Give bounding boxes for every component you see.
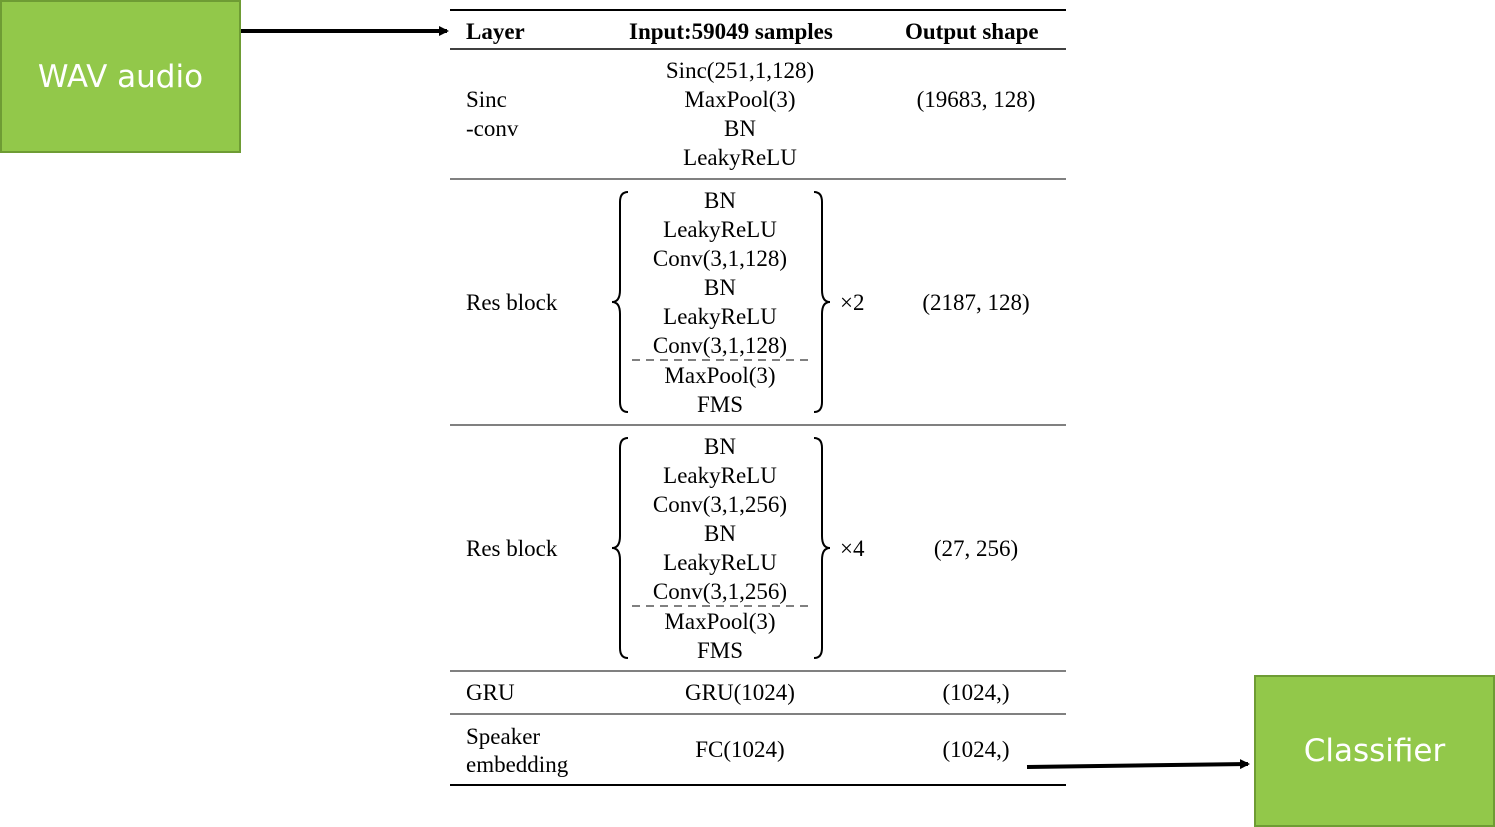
op-line: LeakyReLU [663,463,777,488]
repeat-count: ×2 [840,290,865,315]
layer-name-line: embedding [466,752,569,777]
wav-audio-label: WAV audio [37,58,204,95]
layer-name: Res block [466,536,558,561]
op-line: BN [704,188,736,213]
op-line: LeakyReLU [683,145,797,170]
op-line: BN [704,434,736,459]
op-line: MaxPool(3) [684,87,796,112]
layer-name: Res block [466,290,558,315]
layer-name: GRU [466,680,515,705]
output-shape: (2187, 128) [922,290,1030,315]
op-line: BN [724,116,756,141]
op-line: FC(1024) [695,737,785,762]
output-shape: (1024,) [942,737,1010,762]
op-line: FMS [696,392,744,417]
repeat-count: ×4 [840,536,865,561]
classifier-box: Classifier [1254,675,1495,827]
layer-name-line: Sinc [466,87,507,112]
res-block-ops: BN LeakyReLU Conv(3,1,256) BN LeakyReLU … [630,432,810,665]
op-line: LeakyReLU [663,217,777,242]
output-shape: (19683, 128) [916,87,1036,112]
op-line: Conv(3,1,256) [652,492,788,517]
output-shape: (1024,) [942,680,1010,705]
op-line: MaxPool(3) [664,609,776,634]
output-shape: (27, 256) [933,536,1019,561]
right-brace [813,437,831,659]
res-block-ops: BN LeakyReLU Conv(3,1,128) BN LeakyReLU … [630,186,810,419]
op-line: Conv(3,1,128) [652,246,788,271]
wav-audio-box: WAV audio [0,0,241,153]
op-line: Sinc(251,1,128) [665,58,815,83]
op-line: GRU(1024) [685,680,795,705]
header-output: Output shape [905,19,1039,44]
left-brace [611,437,629,659]
op-line: Conv(3,1,128) [652,333,788,358]
op-line: MaxPool(3) [664,363,776,388]
classifier-label: Classifier [1303,733,1446,769]
output-arrow [1026,759,1250,770]
layer-name-line: -conv [466,116,519,141]
op-line: Conv(3,1,256) [652,579,788,604]
header-input: Input:59049 samples [629,19,833,44]
sinc-ops: Sinc(251,1,128) MaxPool(3) BN LeakyReLU [640,56,840,172]
op-line: LeakyReLU [663,304,777,329]
op-line: LeakyReLU [663,550,777,575]
op-line: FMS [696,638,744,663]
op-line: BN [704,521,736,546]
header-layer: Layer [466,19,525,44]
right-brace [813,191,831,413]
left-brace [611,191,629,413]
layer-name-line: Speaker [466,724,541,749]
op-line: BN [704,275,736,300]
